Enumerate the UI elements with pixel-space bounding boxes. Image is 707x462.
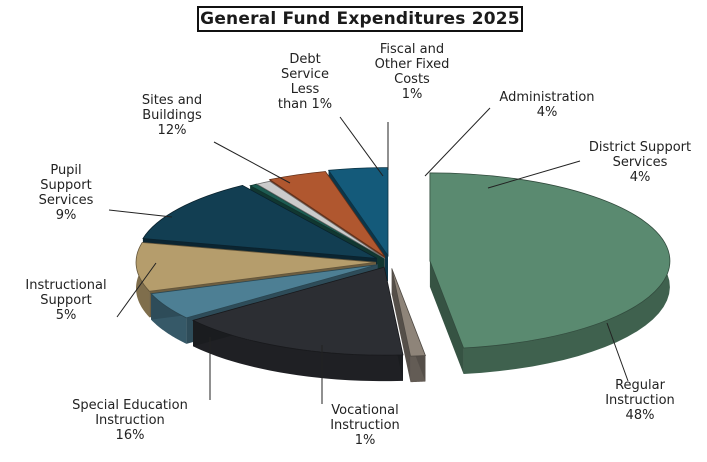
leader-line-6: [339, 116, 384, 177]
pie-slice-administration: [268, 171, 386, 258]
slice-label-instructional-support: Instructional Support 5%: [25, 278, 106, 323]
pie-slice-fiscal-and-other-fixed-costs: [255, 180, 386, 259]
chart-title: General Fund Expenditures 2025: [197, 6, 523, 32]
slice-label-vocational-instruction: Vocational Instruction 1%: [330, 403, 400, 448]
slice-label-sites-and-buildings: Sites and Buildings 12%: [142, 93, 202, 138]
pie-slice-vocational-instruction: [391, 268, 426, 357]
slice-label-fiscal-and-other-fixed-costs: Fiscal and Other Fixed Costs 1%: [375, 42, 450, 102]
pie-slice-instructional-support: [150, 264, 378, 319]
slice-label-regular-instruction: Regular Instruction 48%: [605, 378, 675, 423]
pie-slice-pupil-support-services: [135, 242, 377, 292]
pie-slice-special-education-instruction: [191, 266, 404, 356]
leader-line-0: [606, 322, 629, 382]
leader-line-4: [108, 209, 173, 218]
pie-slice-sites-and-buildings: [142, 184, 378, 259]
slice-label-special-education-instruction: Special Education Instruction 16%: [72, 398, 188, 443]
slice-label-administration: Administration 4%: [499, 90, 594, 120]
slice-label-pupil-support-services: Pupil Support Services 9%: [39, 163, 94, 223]
slice-label-district-support-services: District Support Services 4%: [589, 140, 691, 185]
leader-line-9: [487, 160, 581, 189]
slice-label-debt-service-less-than-1-: Debt Service Less than 1%: [278, 52, 332, 112]
leader-line-8: [424, 107, 491, 177]
pie-slice-regular-instruction: [429, 172, 671, 349]
leader-line-5: [213, 141, 291, 184]
leader-line-3: [116, 262, 157, 318]
